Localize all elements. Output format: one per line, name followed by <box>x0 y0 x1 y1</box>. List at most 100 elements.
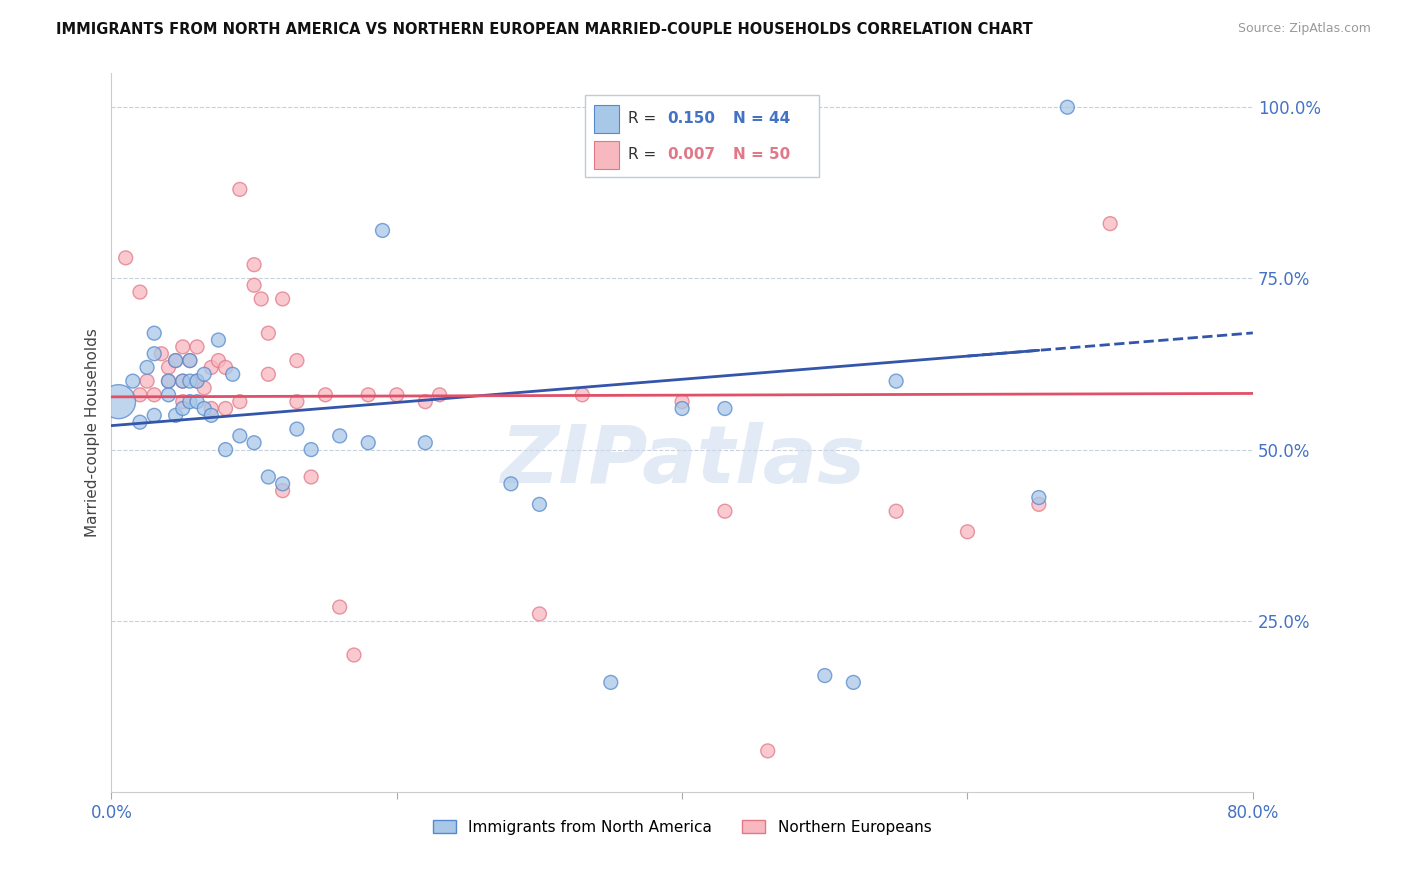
Text: IMMIGRANTS FROM NORTH AMERICA VS NORTHERN EUROPEAN MARRIED-COUPLE HOUSEHOLDS COR: IMMIGRANTS FROM NORTH AMERICA VS NORTHER… <box>56 22 1033 37</box>
Text: Source: ZipAtlas.com: Source: ZipAtlas.com <box>1237 22 1371 36</box>
Point <box>214 401 236 416</box>
Point <box>529 497 551 511</box>
Point <box>207 333 229 347</box>
Point <box>371 223 394 237</box>
Text: N = 50: N = 50 <box>734 147 790 162</box>
Point <box>271 476 294 491</box>
Point <box>207 353 229 368</box>
Point <box>714 504 737 518</box>
Point <box>343 648 366 662</box>
Point <box>956 524 979 539</box>
Point <box>250 292 273 306</box>
Point <box>1028 491 1050 505</box>
Point <box>385 388 408 402</box>
Point <box>186 340 208 354</box>
Point <box>136 374 159 388</box>
Point <box>1028 497 1050 511</box>
Point <box>357 435 380 450</box>
Point <box>671 394 693 409</box>
Point <box>157 374 180 388</box>
Point <box>179 394 201 409</box>
Point <box>172 401 194 416</box>
Point <box>628 120 651 135</box>
Point <box>193 381 215 395</box>
Point <box>200 409 222 423</box>
Point <box>186 374 208 388</box>
Point <box>257 368 280 382</box>
Point <box>271 292 294 306</box>
Point <box>143 388 166 402</box>
Point <box>121 374 143 388</box>
Point <box>357 388 380 402</box>
Point <box>143 409 166 423</box>
Point <box>186 374 208 388</box>
Text: 0.150: 0.150 <box>668 112 716 127</box>
Point <box>179 374 201 388</box>
Point <box>129 285 152 299</box>
Point <box>107 394 129 409</box>
Point <box>179 353 201 368</box>
Y-axis label: Married-couple Households: Married-couple Households <box>86 328 100 537</box>
Point <box>214 360 236 375</box>
Point <box>571 388 593 402</box>
Point <box>285 353 308 368</box>
Point <box>314 388 336 402</box>
Point <box>143 326 166 341</box>
Point <box>172 394 194 409</box>
Point <box>671 401 693 416</box>
Point <box>257 326 280 341</box>
Point <box>221 368 243 382</box>
Point <box>285 394 308 409</box>
FancyBboxPatch shape <box>595 141 620 169</box>
Point <box>229 429 252 443</box>
Point <box>499 476 522 491</box>
Point <box>157 360 180 375</box>
Point <box>714 401 737 416</box>
Point <box>165 353 187 368</box>
Point <box>884 374 907 388</box>
Point <box>257 470 280 484</box>
FancyBboxPatch shape <box>585 95 820 178</box>
Text: N = 44: N = 44 <box>734 112 790 127</box>
Point <box>243 258 266 272</box>
Point <box>243 435 266 450</box>
Point <box>229 394 252 409</box>
Point <box>186 394 208 409</box>
Point <box>329 600 352 615</box>
Point <box>814 668 837 682</box>
Point <box>756 744 779 758</box>
Point <box>1056 100 1078 114</box>
Point <box>143 347 166 361</box>
Point <box>229 182 252 196</box>
Point <box>179 353 201 368</box>
Point <box>172 374 194 388</box>
Point <box>172 374 194 388</box>
Point <box>193 368 215 382</box>
Text: 0.007: 0.007 <box>668 147 716 162</box>
Point <box>329 429 352 443</box>
Point <box>842 675 865 690</box>
Point <box>200 401 222 416</box>
Point <box>193 401 215 416</box>
Point <box>150 347 173 361</box>
Point <box>200 360 222 375</box>
Point <box>129 388 152 402</box>
Point <box>299 442 322 457</box>
Point <box>243 278 266 293</box>
Point <box>136 360 159 375</box>
Point <box>157 374 180 388</box>
Point <box>299 470 322 484</box>
Point <box>529 607 551 621</box>
Point <box>285 422 308 436</box>
Text: R =: R = <box>628 147 662 162</box>
Point <box>413 394 436 409</box>
Point <box>157 388 180 402</box>
Text: R =: R = <box>628 112 662 127</box>
Point <box>271 483 294 498</box>
Text: ZIPatlas: ZIPatlas <box>499 422 865 500</box>
Point <box>114 251 136 265</box>
Point <box>165 409 187 423</box>
Point <box>214 442 236 457</box>
Legend: Immigrants from North America, Northern Europeans: Immigrants from North America, Northern … <box>433 820 931 835</box>
Point <box>599 675 621 690</box>
